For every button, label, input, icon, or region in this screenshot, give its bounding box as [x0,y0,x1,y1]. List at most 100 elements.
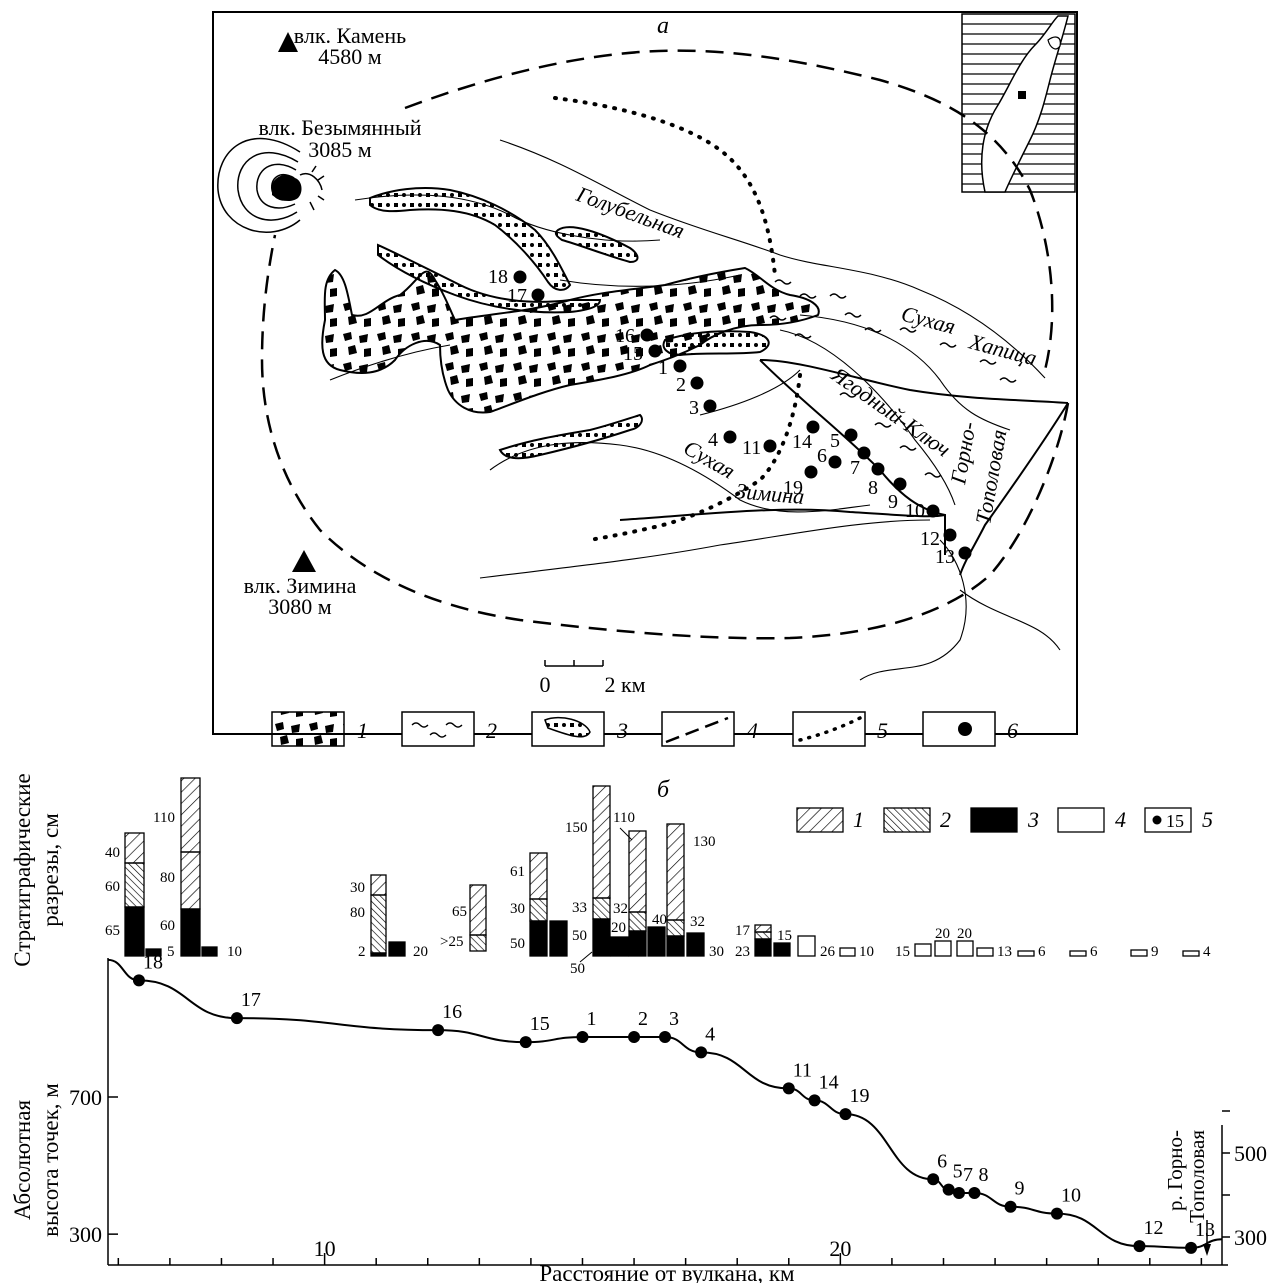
deposit-unit-3-b [554,226,639,264]
profile-point-label: 2 [638,1008,648,1030]
svg-text:17: 17 [735,923,751,939]
y-tick-label-left: 700 [69,1085,102,1110]
svg-text:8: 8 [868,477,878,499]
elev-label-1: Абсолютная [10,1100,35,1220]
y-tick-label-right: 300 [1234,1225,1267,1250]
scale-bar: 0 2 км [540,660,646,697]
map-frame [212,11,1078,735]
deposit-unit-3-e [498,413,643,460]
svg-text:13: 13 [935,546,955,568]
svg-text:>25: >25 [440,934,463,950]
x-tick-label: 10 [314,1236,336,1261]
map-legend: 1 2 3 4 5 6 [271,711,1018,747]
svg-text:6: 6 [1090,944,1098,960]
profile-point-label: 19 [850,1085,870,1107]
svg-text:1: 1 [853,807,864,832]
svg-text:80: 80 [160,870,175,886]
x-tick-label: 20 [829,1236,851,1261]
svg-text:33: 33 [572,900,587,916]
deposit-unit-3-d [662,330,770,357]
svg-text:23: 23 [735,944,750,960]
svg-text:61: 61 [510,864,525,880]
svg-text:1: 1 [658,357,668,379]
svg-text:15: 15 [1166,811,1184,831]
svg-text:26: 26 [820,944,836,960]
svg-text:4: 4 [708,429,718,451]
boundary-dashed [260,49,1070,640]
volcano-crater-icon [272,174,302,202]
svg-text:2: 2 [358,944,366,960]
profile-point [839,1108,852,1121]
river-gorno-label: р. Горно- [1163,1130,1187,1211]
volcano-zimina-icon [292,550,316,572]
profile-point [1050,1207,1063,1220]
svg-text:4: 4 [1115,807,1126,832]
svg-text:30: 30 [709,944,724,960]
svg-text:9: 9 [888,491,898,513]
svg-text:12: 12 [920,528,940,550]
x-axis-label: Расстояние от вулкана, км [539,1261,795,1283]
svg-text:11: 11 [742,437,761,459]
svg-text:7: 7 [850,457,860,479]
y-tick-label-right: 500 [1234,1141,1267,1166]
volcano-bezymianny-contours [217,137,325,233]
dotted-line-north [553,96,777,277]
profile-point [927,1173,940,1186]
svg-text:20: 20 [935,926,950,942]
profile-point-label: 3 [669,1008,679,1030]
elev-label-2: высота точек, м [38,1083,63,1237]
svg-text:10: 10 [227,944,242,960]
profile-point-label: 6 [937,1150,947,1172]
strat-label-1: Стратиграфические [10,773,35,966]
svg-text:50: 50 [572,928,587,944]
profile-point [1133,1240,1146,1253]
svg-text:130: 130 [693,834,716,850]
profile-point-label: 15 [530,1013,550,1035]
volcano-bezymianny-name: влк. Безымянный [258,115,421,140]
dotted-line-south [588,373,802,542]
y-tick-label-left: 300 [69,1222,102,1247]
svg-text:15: 15 [777,928,792,944]
svg-text:65: 65 [452,904,467,920]
profile-point [659,1031,671,1043]
svg-text:10: 10 [859,944,874,960]
svg-text:32: 32 [613,901,628,917]
profile-point-label: 14 [819,1071,839,1093]
svg-text:4: 4 [1203,944,1211,960]
profile-point [132,974,145,987]
profile-point [695,1046,708,1059]
svg-text:9: 9 [1151,944,1159,960]
profile-point-label: 9 [1015,1178,1025,1200]
svg-text:5: 5 [1202,807,1213,832]
river-label-khapitsa: Хапица [966,328,1040,370]
svg-text:3: 3 [616,718,628,743]
profile-point [576,1031,589,1043]
svg-text:40: 40 [105,845,120,861]
volcano-kamen-icon [278,32,298,52]
strat-leaders [579,827,633,963]
profile-point [432,1024,445,1037]
profile-point [1185,1241,1198,1254]
river-label-zimina: Зимина [735,478,806,509]
location-marker-icon [1018,91,1026,99]
profile-point-label: 10 [1061,1185,1081,1207]
volcano-kamen-height: 4580 м [318,44,382,69]
svg-text:1: 1 [357,718,368,743]
profile-point-label: 16 [442,1001,462,1023]
inset-map [961,13,1076,193]
wave-symbols [769,279,1017,478]
profile-point-label: 5 [953,1161,963,1183]
strat-columns [124,777,1200,957]
svg-text:3: 3 [689,397,699,419]
svg-text:150: 150 [565,820,588,836]
svg-text:2 км: 2 км [604,672,645,697]
svg-text:4: 4 [747,718,758,743]
deposit-unit-3-c [377,243,602,314]
profile-point-label: 18 [143,951,163,973]
panel-a-label: а [657,13,669,39]
svg-text:6: 6 [1007,718,1018,743]
svg-text:30: 30 [350,880,365,896]
river-topolovaya-label: Тополовая [1185,1130,1209,1223]
